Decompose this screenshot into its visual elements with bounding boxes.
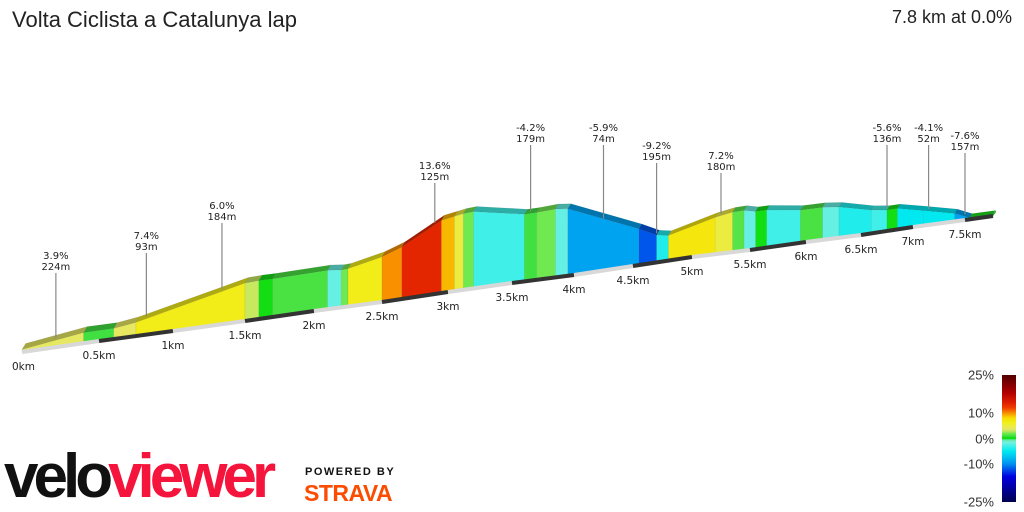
annotation-length: 179m	[516, 134, 545, 145]
grade-scale-label: 0%	[975, 431, 994, 446]
x-tick-label: 7.5km	[948, 229, 981, 241]
distance-axis-band	[172, 319, 246, 333]
profile-segment	[244, 280, 260, 322]
profile-segment	[381, 246, 403, 303]
distance-axis-band	[573, 264, 634, 277]
grade-scale-label: 25%	[967, 367, 994, 383]
page-title: Volta Ciclista a Catalunya lap	[12, 7, 297, 32]
x-tick-label: 4.5km	[616, 275, 649, 287]
distance-axis-band	[749, 240, 807, 252]
grade-color-scale	[1002, 375, 1016, 502]
profile-segment	[714, 211, 733, 255]
annotation-grade: 6.0%	[209, 201, 234, 212]
annotation-grade: -5.6%	[872, 123, 901, 134]
x-tick-label: 2km	[303, 320, 326, 332]
profile-segment	[743, 210, 756, 252]
annotation-length: 74m	[592, 134, 614, 145]
annotation-grade: 13.6%	[419, 161, 451, 172]
annotation-length: 52m	[917, 134, 939, 145]
x-tick-label: 5.5km	[733, 259, 766, 271]
strava-logo: STRAVA	[304, 480, 393, 506]
distance-axis-band	[313, 300, 383, 313]
distance-axis-band	[632, 255, 693, 268]
profile-segment	[638, 228, 657, 266]
profile-segment	[755, 209, 768, 250]
grade-scale-label: -10%	[963, 456, 994, 472]
profile-segment	[340, 268, 349, 308]
segment-top-face	[821, 202, 843, 208]
x-tick-label: 1km	[162, 340, 185, 352]
x-tick-label: 4km	[563, 284, 586, 296]
annotation-grade: 3.9%	[43, 251, 68, 262]
distance-axis-band	[21, 339, 100, 354]
profile-segment	[473, 211, 525, 289]
annotation-grade: 7.2%	[708, 151, 733, 162]
profile-segment	[463, 211, 474, 291]
distance-axis-band	[511, 273, 575, 285]
distance-axis-band	[244, 309, 315, 323]
distance-axis-band	[381, 290, 449, 304]
distance-axis-band	[860, 225, 914, 237]
profile-segment	[524, 212, 538, 282]
x-tick-label: 2.5km	[365, 311, 398, 323]
annotation-grade: -4.2%	[516, 123, 545, 134]
x-tick-label: 3.5km	[495, 292, 528, 304]
annotation-grade: -7.6%	[950, 131, 979, 142]
profile-segment	[441, 216, 455, 294]
veloviewer-logo: veloviewer	[4, 442, 276, 511]
profile-segments	[21, 202, 997, 353]
x-tick-label: 0km	[12, 361, 35, 373]
profile-segment	[258, 278, 273, 320]
annotation-grade: -9.2%	[642, 141, 671, 152]
annotation-length: 125m	[420, 172, 449, 183]
profile-segment	[536, 208, 556, 281]
x-tick-label: 6.5km	[844, 244, 877, 256]
profile-end-cap	[992, 209, 997, 217]
x-tick-label: 5km	[681, 266, 704, 278]
grade-annotations: 3.9%224m 7.4%93m 6.0%184m 13.6%125m -4.2%179…	[41, 123, 980, 339]
profile-segment	[555, 208, 569, 278]
distance-axis-band	[964, 214, 994, 222]
x-tick-label: 1.5km	[228, 330, 261, 342]
profile-segment	[327, 269, 342, 310]
annotation-length: 224m	[41, 262, 70, 273]
profile-segment	[800, 206, 823, 244]
profile-segment	[822, 206, 840, 241]
annotation-length: 184m	[208, 212, 237, 223]
distance-axis-band	[447, 281, 513, 294]
distance-axis-band	[805, 233, 862, 244]
x-tick-label: 6km	[795, 251, 818, 263]
annotation-grade: 7.4%	[134, 231, 159, 242]
distance-axis-band	[98, 329, 174, 343]
x-tick-label: 0.5km	[82, 350, 115, 362]
profile-segment	[454, 213, 464, 292]
annotation-length: 136m	[873, 134, 902, 145]
annotation-length: 180m	[707, 162, 736, 173]
distance-axis: 0km 0.5km 1km 1.5km 2km 2.5km 3km 3.5km 4km 4.5km…	[12, 214, 994, 373]
annotation-length: 157m	[951, 142, 980, 153]
annotation-grade: -4.1%	[914, 123, 943, 134]
profile-segment	[732, 210, 745, 253]
powered-by-label: POWERED BY	[305, 466, 396, 478]
x-tick-label: 3km	[437, 301, 460, 313]
segment-top-face	[766, 205, 804, 211]
annotation-length: 195m	[642, 152, 671, 163]
grade-scale-label: 10%	[967, 405, 994, 421]
grade-scale-label: -25%	[963, 494, 994, 510]
distance-axis-band	[912, 218, 966, 229]
profile-segment	[656, 234, 669, 263]
annotation-grade: -5.9%	[589, 123, 618, 134]
x-tick-label: 7km	[902, 236, 925, 248]
distance-axis-band	[691, 248, 751, 259]
route-summary: 7.8 km at 0.0%	[891, 7, 1012, 27]
annotation-length: 93m	[135, 242, 157, 253]
